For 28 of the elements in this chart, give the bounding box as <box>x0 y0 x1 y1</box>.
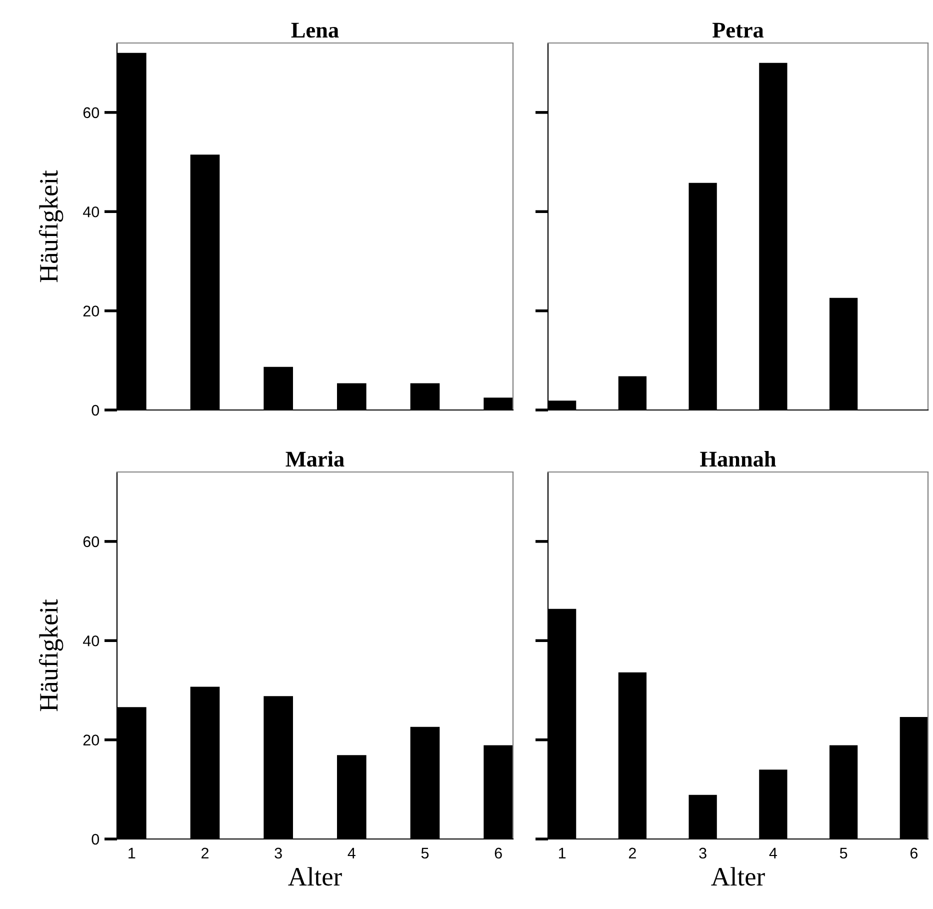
y-tick-label: 60 <box>83 536 100 548</box>
x-tick-label: 2 <box>628 848 636 858</box>
y-axis-title: Häufigkeit <box>38 170 64 282</box>
x-tick-label: 5 <box>840 848 848 859</box>
x-tick-label: 4 <box>769 848 777 858</box>
y-tick-label: 20 <box>83 734 100 746</box>
x-tick-label: 6 <box>494 848 502 859</box>
y-tick-label: 20 <box>83 306 100 316</box>
y-axis-title: Häufigkeit <box>38 599 64 712</box>
x-tick-label: 1 <box>128 848 136 858</box>
x-tick-label: 4 <box>348 848 356 858</box>
x-axis-title: Alter <box>711 867 765 886</box>
y-tick-label: 60 <box>83 107 100 118</box>
chart-title: Petra <box>712 22 764 38</box>
x-tick-label: 3 <box>699 848 706 859</box>
x-tick-label: 3 <box>274 848 282 859</box>
x-tick-label: 5 <box>421 848 429 859</box>
y-tick-label: 40 <box>83 635 100 646</box>
x-tick-label: 1 <box>558 848 566 858</box>
x-axis-title: Alter <box>288 867 342 886</box>
x-tick-label: 6 <box>910 848 918 859</box>
y-tick-label: 0 <box>92 404 100 416</box>
chart-title: Maria <box>286 451 344 467</box>
x-tick-label: 2 <box>202 848 208 858</box>
chart-title: Hannah <box>700 451 776 467</box>
chart-title: Lena <box>291 22 339 38</box>
y-tick-label: 40 <box>83 206 100 218</box>
y-tick-label: 0 <box>92 834 100 845</box>
